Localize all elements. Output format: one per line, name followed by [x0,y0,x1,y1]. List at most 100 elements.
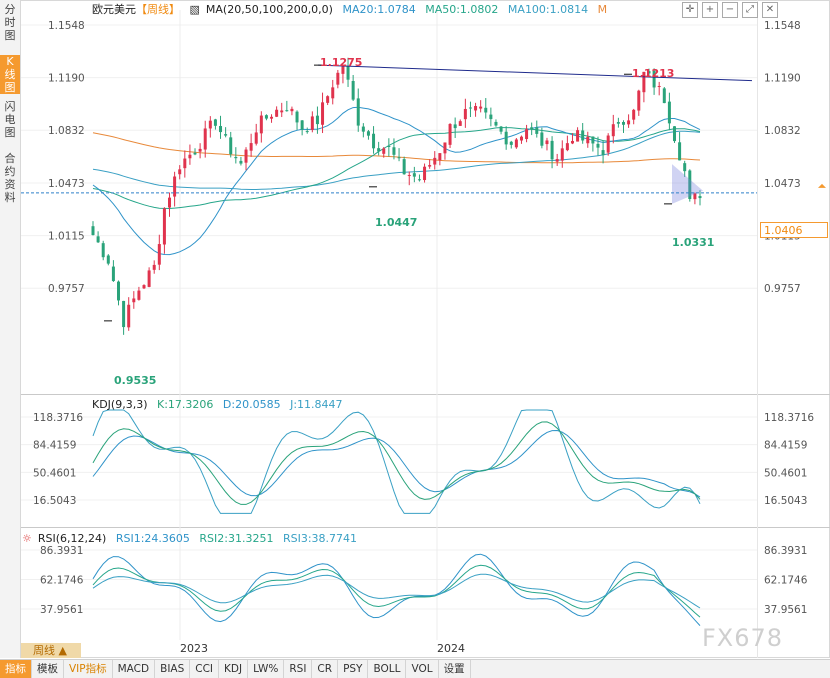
rsi-tick-right: 62.1746 [764,575,808,587]
left-tab-2[interactable]: 闪电图 [4,100,16,139]
ma-settings-icon[interactable]: ▧ [189,3,200,16]
y-tick-right: 1.1548 [764,20,801,32]
ma200-line [92,132,701,164]
extreme-label: 1.1275 [320,56,362,69]
close-icon[interactable]: ✕ [762,2,778,18]
fullscreen-icon[interactable]: ⤢ [742,2,758,18]
ma20-value: MA20:1.0784 [342,3,416,16]
zoom-out-icon[interactable]: − [722,2,738,18]
chart-canvas[interactable]: 1.1548 1.1548 1.1190 1.1190 1.0832 1.0832 1.04… [0,0,830,658]
indicator-tab-kdj-6[interactable]: KDJ [219,660,249,678]
indicator-tab-lw-7[interactable]: LW% [248,660,285,678]
candle-body [591,136,595,144]
candle-body [249,143,253,151]
indicator-tab-psy-10[interactable]: PSY [338,660,369,678]
candle-body [208,120,212,129]
candle-body [402,159,406,175]
candle-body [341,66,345,74]
ma-params: MA(20,50,100,200,0,0) [205,3,333,16]
rsi-tick-right: 37.9561 [764,604,807,616]
kdj-tick-left: 84.4159 [33,440,76,452]
candle-body [270,116,274,119]
y-tick-left: 1.0832 [48,125,85,137]
period-button[interactable]: 周线 ▲ [21,643,81,658]
indicator-tab-vip-2[interactable]: VIP指标 [64,660,113,678]
indicator-tab-vol-12[interactable]: VOL [406,660,439,678]
sun-icon[interactable]: ☼ [22,532,32,545]
candle-body [479,106,483,109]
indicator-tab-cr-9[interactable]: CR [312,660,339,678]
kdj-d-value: D:20.0585 [222,398,281,411]
candle-body [392,147,396,155]
left-tab-0[interactable]: 分时图 [4,3,16,42]
candle-body [254,132,258,144]
rsi-tick-left: 37.9561 [40,604,83,616]
extreme-label: 1.0447 [375,216,417,229]
symbol-label: 欧元美元 [92,3,136,16]
ma50-value: MA50:1.0802 [425,3,499,16]
candle-body [565,143,569,151]
candle-body [509,141,513,145]
kdj-tick-right: 16.5043 [764,495,807,507]
candle-body [366,131,370,136]
candle-body [453,124,457,129]
candle-body [463,108,467,120]
candle-body [305,131,309,133]
crosshair-icon[interactable]: ✛ [682,2,698,18]
left-tab-3[interactable]: 合约资料 [4,152,16,204]
kdj-k-line [92,421,701,505]
y-tick-left: 1.1548 [48,20,85,32]
candle-body [168,197,172,208]
candle-body [433,157,437,165]
indicator-tab-bias-4[interactable]: BIAS [155,660,191,678]
candle-body [361,126,365,132]
candle-body [183,158,187,169]
ma20-line [92,106,701,256]
indicator-tab-cci-5[interactable]: CCI [190,660,220,678]
candle-body [300,120,304,130]
chart-toolbar: ✛ + − ⤢ ✕ [682,2,778,18]
candle-body [698,196,702,199]
candle-body [596,143,600,148]
candle-body [672,126,676,142]
candle-body [162,208,166,245]
candle-body [560,148,564,161]
ma200-value: M [597,3,608,16]
candle-body [193,152,197,155]
rsi2-line [92,564,701,618]
candle-body [96,236,100,243]
ma100-value: MA100:1.0814 [507,3,589,16]
main-legend: 欧元美元【周线】 ▧ MA(20,50,100,200,0,0) MA20:1.0… [92,3,613,17]
indicator-tab-macd-3[interactable]: MACD [113,660,156,678]
rsi-legend: ☼ RSI(6,12,24) RSI1:24.3605 RSI2:31.3251 … [22,532,363,546]
candle-body [285,110,289,112]
kdj-tick-right: 50.4601 [764,467,807,479]
kdj-tick-left: 118.3716 [33,412,83,424]
candle-body [601,150,605,156]
candle-body [407,175,411,177]
rsi-params: RSI(6,12,24) [37,532,107,545]
zoom-in-icon[interactable]: + [702,2,718,18]
candle-body [412,173,416,177]
candle-body [693,193,697,200]
period-label: 【周线】 [136,3,180,16]
candle-body [688,170,692,200]
price-arrow-icon [818,183,826,188]
indicator-tab-boll-11[interactable]: BOLL [368,660,407,678]
candle-body [545,140,549,145]
candle-body [382,148,386,154]
indicator-tab--1[interactable]: 模板 [32,660,64,678]
y-tick-right: 1.0473 [764,178,801,190]
candle-body [336,72,340,85]
rsi1-value: RSI1:24.3605 [115,532,190,545]
chart-frame [20,0,830,658]
indicator-tab-rsi-8[interactable]: RSI [284,660,313,678]
candle-body [683,163,687,172]
indicator-tab--0[interactable]: 指标 [0,660,32,678]
indicator-tab--13[interactable]: 设置 [439,660,471,678]
candle-body [423,166,427,181]
candle-body [504,131,508,145]
y-tick-left: 1.0473 [48,178,85,190]
candle-body [494,121,498,126]
